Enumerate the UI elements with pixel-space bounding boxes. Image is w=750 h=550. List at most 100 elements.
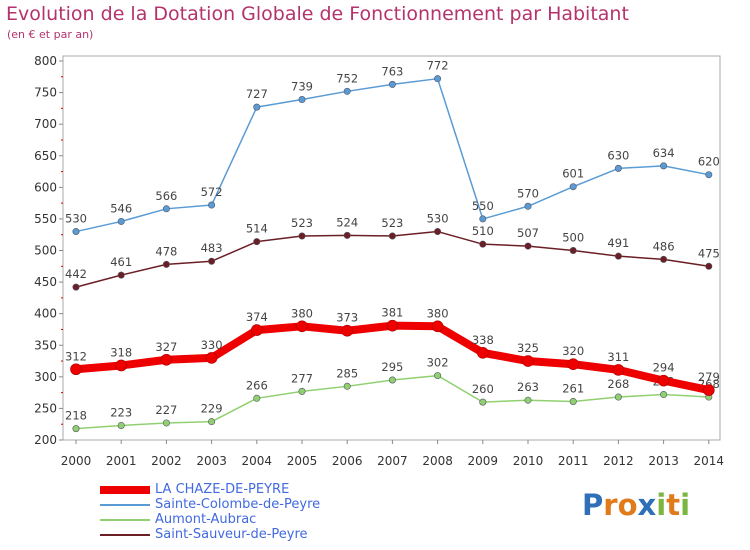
data-label: 772: [427, 59, 449, 73]
x-tick-label: 2009: [468, 454, 499, 468]
x-tick-label: 2013: [648, 454, 679, 468]
y-tick-label: 500: [34, 244, 57, 258]
data-point: [72, 228, 80, 236]
data-point: [208, 418, 216, 426]
data-point: [612, 364, 625, 376]
data-label: 381: [381, 306, 403, 320]
data-point: [205, 352, 218, 364]
data-label: 263: [517, 380, 539, 394]
x-tick-label: 2004: [242, 454, 273, 468]
data-point: [569, 183, 577, 191]
x-tick-label: 2002: [151, 454, 182, 468]
y-tick-label: 450: [34, 275, 57, 289]
legend-label: Aumont-Aubrac: [155, 512, 257, 527]
data-point: [298, 387, 306, 395]
data-label: 630: [607, 148, 629, 162]
data-point: [476, 347, 489, 359]
y-tick-label: 600: [34, 180, 57, 194]
chart-title: Evolution de la Dotation Globale de Fonc…: [6, 3, 629, 25]
data-point: [162, 205, 170, 213]
logo-letter: r: [603, 488, 618, 522]
data-label: 461: [110, 255, 132, 269]
x-tick-label: 2003: [196, 454, 227, 468]
data-point: [250, 324, 263, 336]
data-point: [117, 271, 125, 279]
data-label: 523: [381, 216, 403, 230]
data-point: [567, 358, 580, 371]
data-point: [705, 262, 713, 270]
y-tick-label: 200: [34, 433, 57, 447]
legend-swatch: [100, 486, 150, 494]
data-label: 546: [110, 201, 132, 215]
data-label: 491: [607, 236, 629, 250]
data-point: [660, 255, 668, 263]
chart-subtitle: (en € et par an): [7, 28, 94, 41]
logo-letter: o: [617, 488, 638, 522]
x-tick-label: 2001: [106, 454, 137, 468]
data-point: [117, 421, 125, 429]
data-point: [388, 376, 396, 384]
data-point: [569, 247, 577, 255]
data-point: [208, 201, 216, 209]
data-point: [569, 397, 577, 405]
data-point: [614, 252, 622, 260]
data-point: [343, 231, 351, 239]
data-point: [296, 320, 308, 333]
logo-letter: P: [582, 488, 604, 522]
data-label: 550: [472, 199, 494, 213]
data-label: 374: [246, 310, 268, 324]
y-tick-label: 550: [34, 212, 57, 226]
data-point: [614, 393, 622, 401]
data-label: 739: [291, 80, 313, 94]
data-label: 327: [155, 340, 177, 354]
data-label: 634: [653, 146, 675, 160]
data-label: 277: [291, 371, 313, 385]
x-tick-label: 2012: [603, 454, 634, 468]
x-tick-label: 2008: [422, 454, 453, 468]
proxiti-logo: Proxiti: [582, 488, 690, 522]
data-label: 312: [65, 349, 87, 363]
data-point: [657, 374, 670, 387]
x-tick-label: 2010: [513, 454, 544, 468]
logo-letter: i: [680, 488, 691, 522]
data-label: 524: [336, 215, 358, 229]
data-point: [162, 260, 170, 268]
y-tick-label: 350: [34, 338, 57, 352]
data-point: [522, 355, 534, 367]
data-label: 320: [562, 344, 584, 358]
y-tick-label: 650: [34, 149, 57, 163]
data-label: 442: [65, 267, 87, 281]
data-label: 572: [201, 185, 223, 199]
legend-swatch: [100, 534, 150, 536]
data-point: [343, 87, 351, 95]
data-point: [298, 96, 306, 104]
y-tick-label: 700: [34, 117, 57, 131]
logo-letter: i: [656, 488, 667, 522]
data-point: [660, 162, 668, 170]
data-point: [705, 171, 713, 179]
data-label: 261: [562, 381, 584, 395]
data-point: [253, 103, 261, 111]
data-label: 486: [653, 239, 675, 253]
data-label: 507: [517, 226, 539, 240]
data-label: 302: [427, 356, 449, 370]
data-point: [115, 359, 127, 372]
data-label: 530: [65, 212, 87, 226]
data-point: [117, 217, 125, 225]
legend-label: LA CHAZE-DE-PEYRE: [155, 482, 290, 497]
data-point: [253, 238, 261, 246]
x-tick-label: 2000: [61, 454, 92, 468]
data-label: 218: [65, 409, 87, 423]
data-point: [524, 396, 532, 404]
data-label: 227: [155, 403, 177, 417]
data-label: 380: [427, 306, 449, 320]
data-label: 373: [336, 311, 358, 325]
data-point: [388, 232, 396, 240]
data-point: [298, 232, 306, 240]
data-label: 500: [562, 231, 584, 245]
data-point: [72, 283, 80, 291]
data-point: [434, 228, 442, 236]
data-label: 294: [653, 361, 675, 375]
data-label: 279: [698, 370, 720, 384]
